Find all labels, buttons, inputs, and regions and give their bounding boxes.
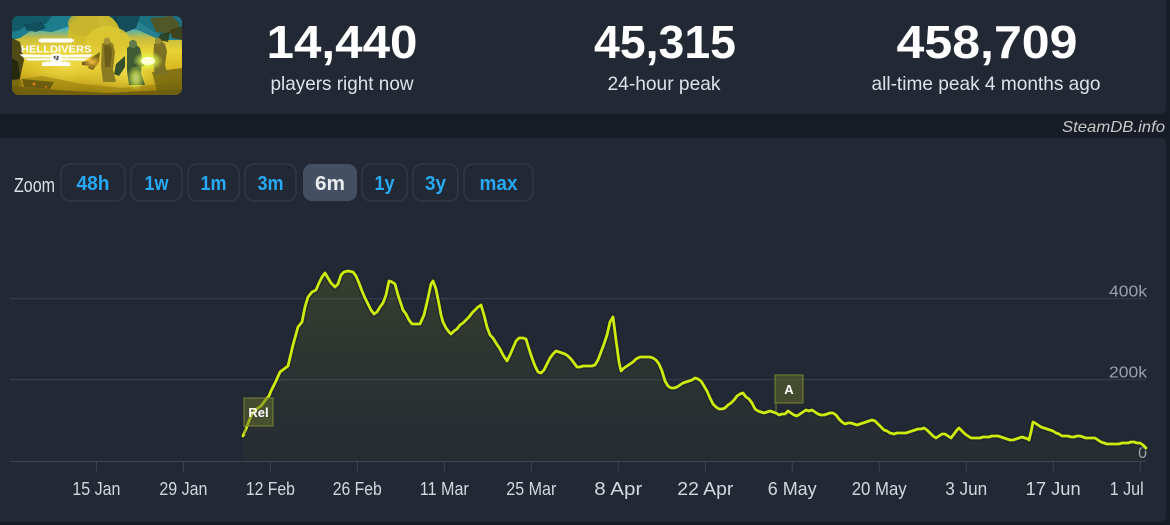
svg-text:3y: 3y [425, 173, 447, 195]
svg-text:SteamDB.info: SteamDB.info [1062, 119, 1165, 136]
svg-text:Rel: Rel [248, 405, 268, 420]
svg-text:1m: 1m [201, 173, 227, 195]
svg-text:14,440: 14,440 [267, 16, 418, 68]
svg-text:HELLDIVERS: HELLDIVERS [21, 44, 92, 56]
svg-text:12 Feb: 12 Feb [246, 479, 295, 499]
svg-text:24-hour peak: 24-hour peak [608, 73, 721, 95]
svg-text:6m: 6m [315, 173, 345, 195]
svg-text:Zoom: Zoom [14, 175, 55, 197]
svg-text:20 May: 20 May [852, 479, 907, 499]
svg-text:15 Jan: 15 Jan [72, 479, 120, 499]
svg-text:3 Jun: 3 Jun [945, 479, 987, 499]
svg-text:17 Jun: 17 Jun [1026, 479, 1081, 499]
svg-text:26 Feb: 26 Feb [333, 479, 382, 499]
svg-text:players right now: players right now [271, 73, 415, 95]
svg-text:3m: 3m [258, 173, 284, 195]
svg-text:1 Jul: 1 Jul [1110, 479, 1144, 499]
svg-text:200k: 200k [1109, 365, 1148, 382]
svg-text:48h: 48h [77, 173, 110, 195]
svg-text:11 Mar: 11 Mar [420, 479, 469, 499]
svg-text:29 Jan: 29 Jan [159, 479, 207, 499]
svg-text:max: max [480, 173, 518, 195]
svg-text:45,315: 45,315 [594, 16, 736, 68]
svg-text:25 Mar: 25 Mar [506, 479, 556, 499]
svg-text:458,709: 458,709 [897, 16, 1078, 68]
svg-text:all-time peak 4 months ago: all-time peak 4 months ago [872, 73, 1101, 95]
svg-text:6 May: 6 May [768, 479, 817, 499]
svg-text:400k: 400k [1109, 284, 1148, 301]
svg-text:1y: 1y [375, 173, 396, 195]
svg-text:22 Apr: 22 Apr [677, 479, 733, 499]
svg-text:A: A [784, 382, 794, 397]
svg-text:8 Apr: 8 Apr [594, 479, 642, 499]
svg-text:1w: 1w [145, 173, 169, 195]
